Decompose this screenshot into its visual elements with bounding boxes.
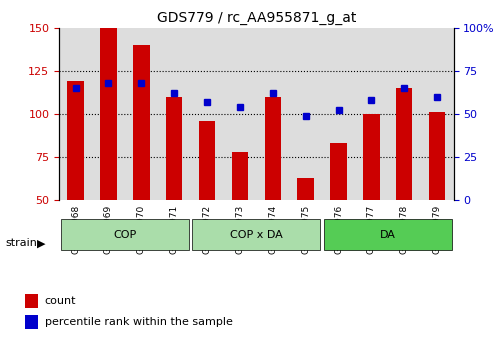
Bar: [92, 28, 125, 200]
Bar: [199, 121, 215, 200]
Bar: [125, 28, 158, 200]
Bar: [256, 28, 289, 200]
Bar: [59, 28, 92, 200]
FancyBboxPatch shape: [192, 219, 320, 250]
Bar: [388, 28, 421, 200]
Bar: [429, 112, 445, 200]
Bar: [297, 178, 314, 200]
Bar: [330, 143, 347, 200]
Bar: [322, 28, 355, 200]
Text: strain: strain: [5, 238, 37, 248]
Bar: [223, 28, 256, 200]
Bar: [265, 97, 281, 200]
Bar: [25, 294, 38, 308]
Bar: [100, 28, 117, 200]
Bar: [421, 28, 454, 200]
Bar: [289, 28, 322, 200]
Text: COP x DA: COP x DA: [230, 230, 282, 239]
Bar: [133, 45, 149, 200]
Title: GDS779 / rc_AA955871_g_at: GDS779 / rc_AA955871_g_at: [157, 11, 356, 25]
Bar: [355, 28, 388, 200]
Text: ▶: ▶: [37, 238, 45, 248]
Text: DA: DA: [380, 230, 396, 239]
FancyBboxPatch shape: [324, 219, 452, 250]
Bar: [166, 97, 182, 200]
Text: percentile rank within the sample: percentile rank within the sample: [44, 317, 233, 327]
FancyBboxPatch shape: [61, 219, 189, 250]
Bar: [232, 152, 248, 200]
Bar: [68, 81, 84, 200]
Text: count: count: [44, 296, 76, 306]
Bar: [396, 88, 413, 200]
Bar: [25, 315, 38, 329]
Bar: [191, 28, 223, 200]
Text: COP: COP: [113, 230, 137, 239]
Bar: [363, 114, 380, 200]
Bar: [158, 28, 191, 200]
